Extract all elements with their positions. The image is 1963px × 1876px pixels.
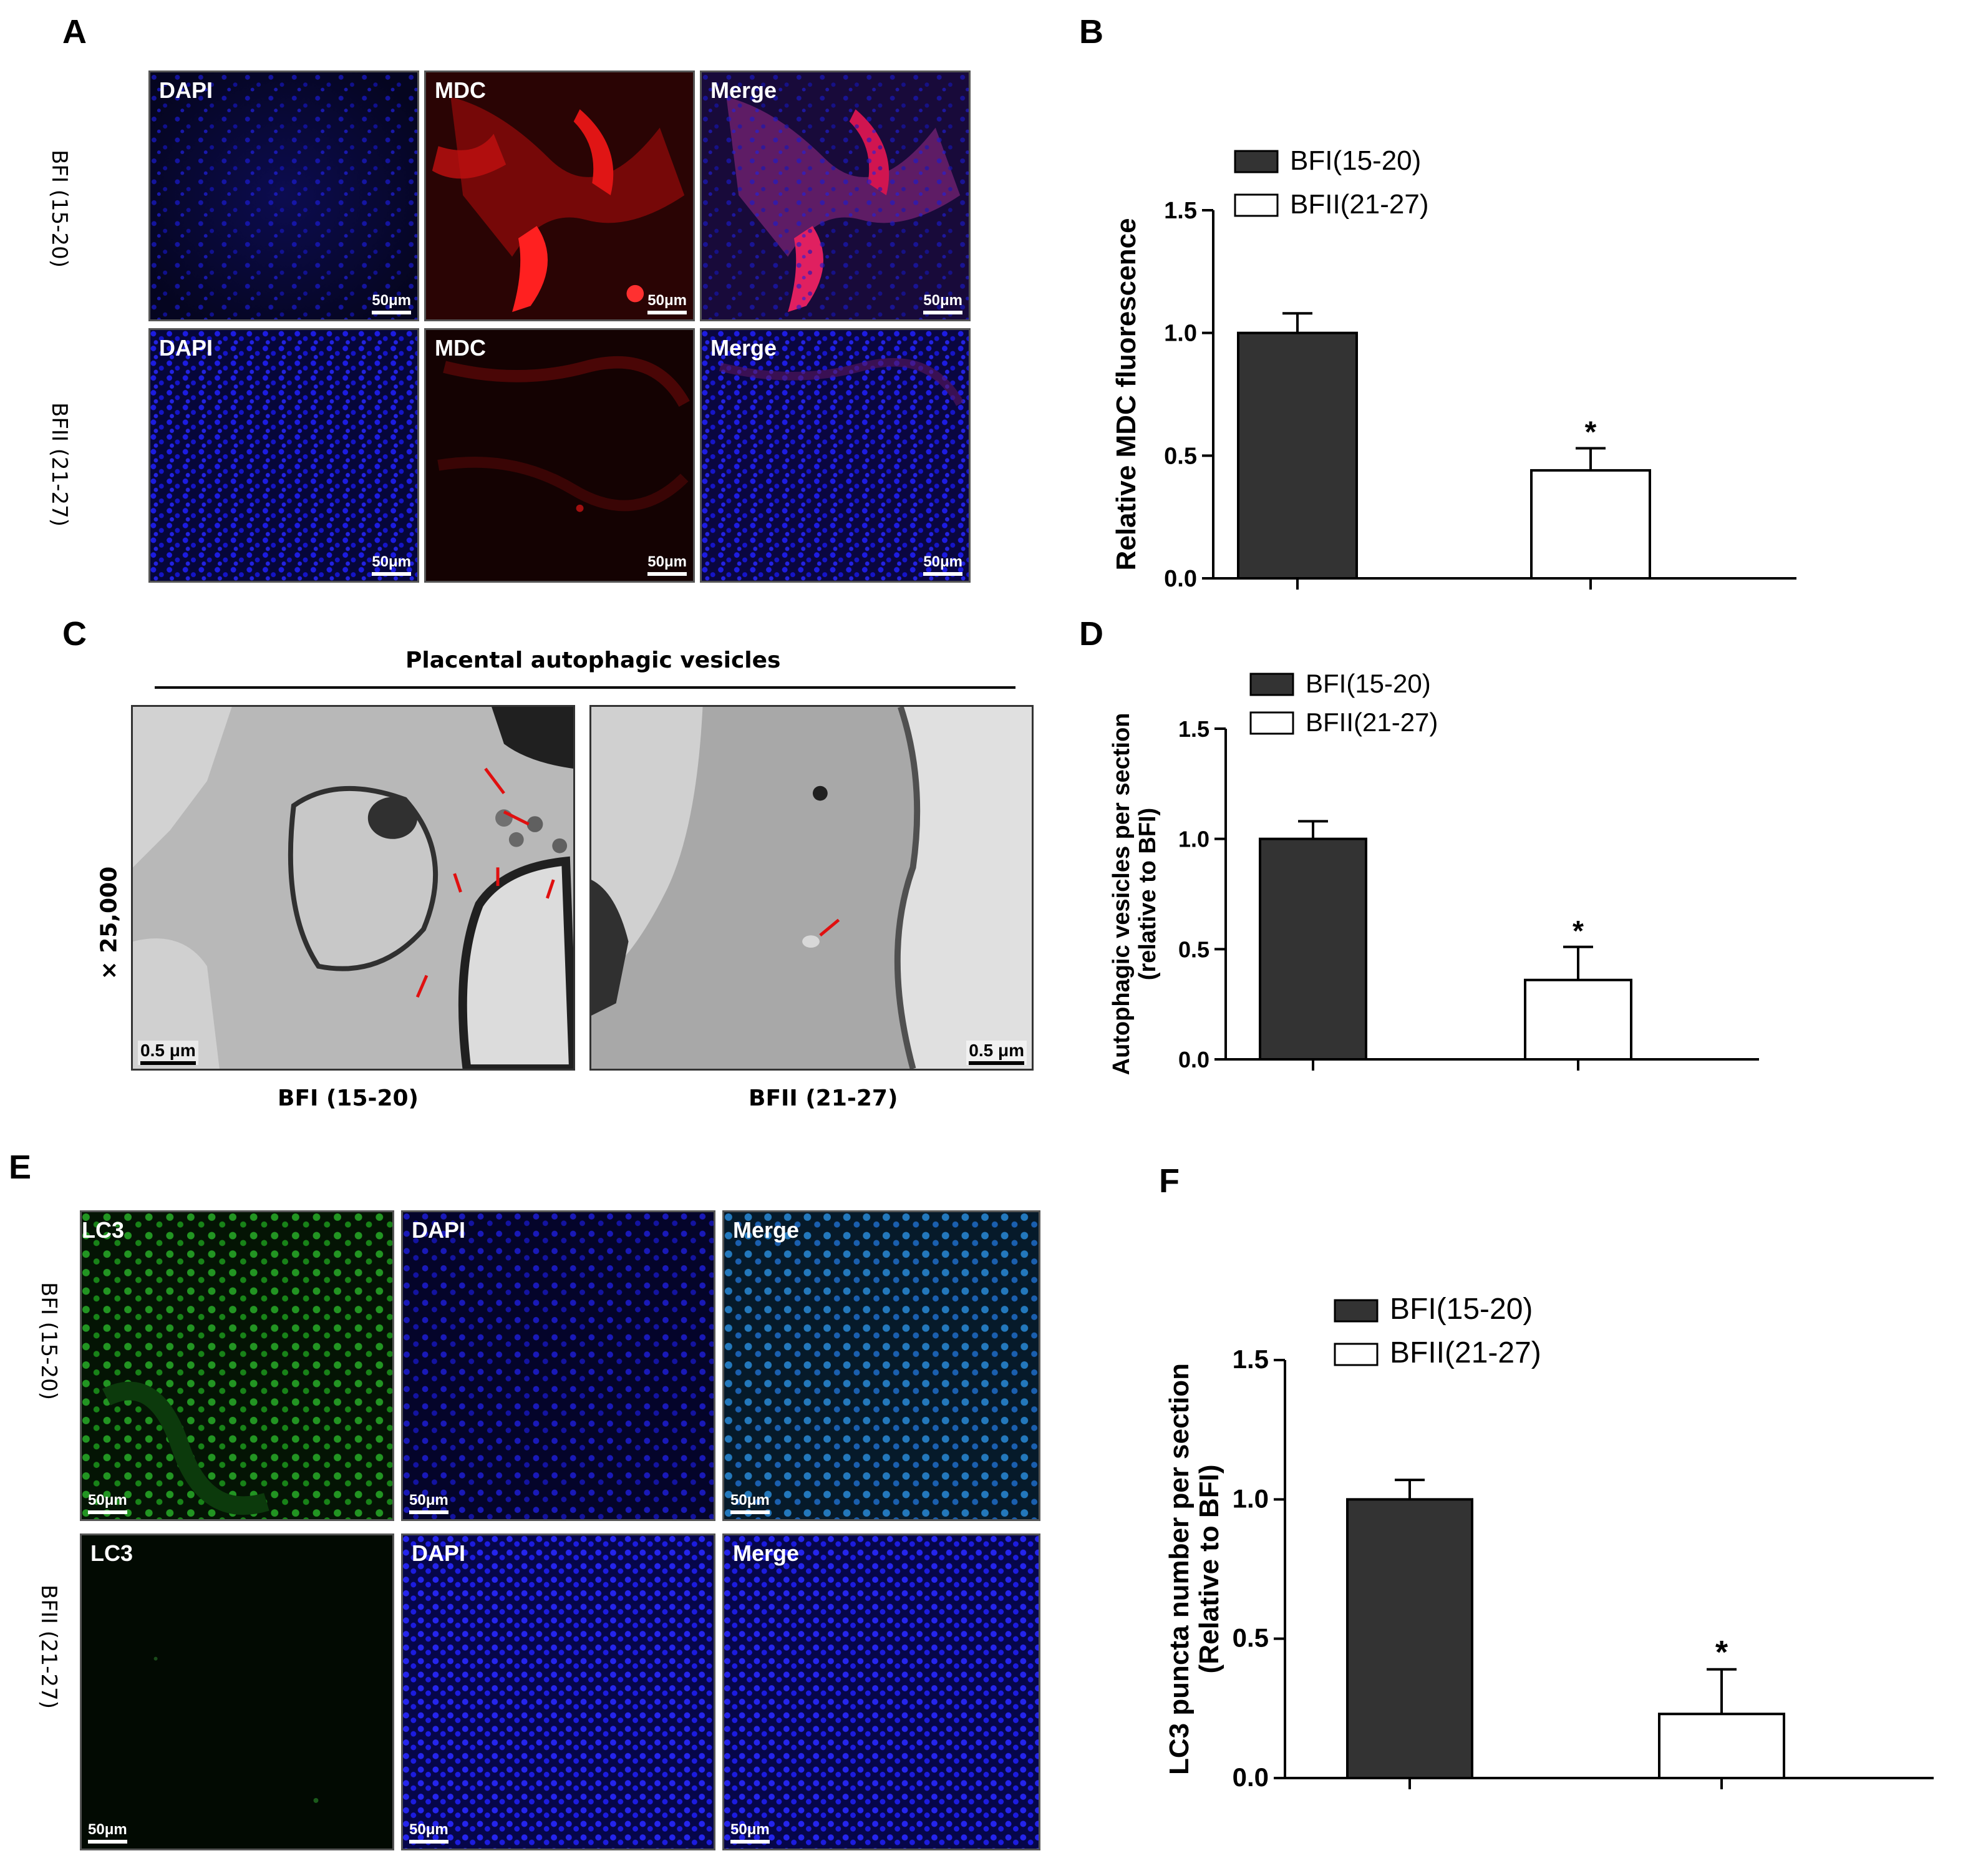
scale-bar: 50μm [730, 1821, 770, 1844]
micrograph-dapi-bfi: DAPI 50μm [148, 70, 419, 321]
scale-bar: 50μm [88, 1821, 127, 1844]
micrograph-dapi-bfi: DAPI 50μm [401, 1210, 715, 1521]
scale-bar: 50μm [923, 553, 962, 576]
y-axis-label-2: (relative to BFI) [1135, 808, 1161, 981]
caption-bfii: BFII (21-27) [749, 1086, 898, 1111]
legend-swatch [1334, 1343, 1379, 1366]
y-tick-label: 1.0 [1164, 321, 1197, 347]
panel-letter-f: F [1159, 1162, 1180, 1200]
bar [1237, 331, 1358, 580]
y-tick-label: 1.5 [1178, 716, 1209, 742]
scale-bar: 50μm [647, 553, 687, 576]
channel-label: LC3 [82, 1217, 125, 1243]
row-label-bfii: BFII (21-27) [36, 1585, 61, 1709]
y-tick-label: 0.5 [1164, 443, 1197, 469]
y-tick-label: 1.5 [1233, 1344, 1269, 1374]
y-axis-label: Relative MDC fluorescence [1111, 218, 1141, 571]
significance-marker: * [1715, 1635, 1728, 1671]
legend-label: BFI(15-20) [1290, 145, 1421, 176]
channel-label: DAPI [159, 77, 213, 103]
bar [1524, 978, 1632, 1061]
title-rule [155, 686, 1015, 689]
bar [1259, 837, 1367, 1061]
y-tick-label: 1.0 [1233, 1484, 1269, 1513]
micrograph-merge-bfi: Merge 50μm [722, 1210, 1040, 1521]
legend-label: BFII(21-27) [1390, 1336, 1541, 1369]
y-tick-label: 0.5 [1233, 1623, 1269, 1653]
y-axis-label: LC3 puncta number per section [1164, 1363, 1195, 1775]
micrograph-merge-bfii: Merge 50μm [700, 328, 971, 583]
legend-label: BFI(15-20) [1390, 1293, 1533, 1326]
y-tick-label: 0.0 [1233, 1762, 1269, 1792]
panel-c-title: Placental autophagic vesicles [405, 648, 781, 673]
legend-label: BFII(21-27) [1290, 189, 1429, 220]
micrograph-mdc-bfii: MDC 50μm [424, 328, 695, 583]
y-tick-label: 0.0 [1178, 1047, 1209, 1072]
micrograph-mdc-bfi: MDC 50μm [424, 70, 695, 321]
row-label-bfii: BFII (21-27) [47, 402, 72, 527]
scale-bar: 50μm [923, 292, 962, 314]
panel-letter-a: A [62, 13, 87, 51]
y-axis-label-2: (Relative to BFI) [1194, 1465, 1224, 1674]
micrograph-lc3-bfii: LC3 50μm [80, 1533, 394, 1850]
bar-chart-f: 0.0 0.5 1.0 1.5 LC3 puncta number per sectio… [1164, 1293, 1934, 1792]
scale-bar: 50μm [730, 1492, 770, 1514]
row-label-bfi: BFI (15-20) [36, 1282, 61, 1401]
panel-letter-b: B [1079, 13, 1103, 51]
legend-swatch [1249, 673, 1294, 696]
micrograph-merge-bfi: Merge 50μm [700, 70, 971, 321]
scale-bar: 50μm [409, 1821, 448, 1844]
y-tick-label: 1.5 [1164, 198, 1197, 224]
bar-chart-b: 0.0 0.5 1.0 1.5 Relative MDC fluorescence BFI… [1111, 145, 1796, 592]
micrograph-merge-bfii: Merge 50μm [722, 1533, 1040, 1850]
panel-letter-c: C [62, 615, 87, 653]
magnification-label: × 25,000 [96, 866, 122, 980]
channel-label: LC3 [90, 1540, 133, 1566]
channel-label: Merge [710, 335, 777, 361]
em-image-bfii: 0.5 μm [589, 705, 1034, 1071]
scale-bar: 50μm [372, 553, 411, 576]
bar [1658, 1713, 1785, 1779]
channel-label: Merge [710, 77, 777, 103]
micrograph-lc3-bfi: LC3 50μm [80, 1210, 394, 1521]
channel-label: Merge [733, 1540, 800, 1566]
scale-bar: 50μm [372, 292, 411, 314]
y-tick-label: 0.0 [1164, 566, 1197, 592]
channel-label: DAPI [159, 335, 213, 361]
scale-bar: 50μm [409, 1492, 448, 1514]
legend-swatch [1249, 711, 1294, 735]
em-image-bfi: 0.5 μm [131, 705, 575, 1071]
legend-swatch [1234, 150, 1279, 173]
panel-letter-e: E [9, 1149, 32, 1186]
row-label-bfi: BFI (15-20) [47, 150, 72, 268]
bar [1530, 469, 1651, 580]
legend-label: BFI(15-20) [1306, 669, 1431, 698]
caption-bfi: BFI (15-20) [278, 1086, 419, 1111]
y-tick-label: 1.0 [1178, 827, 1209, 852]
channel-label: DAPI [412, 1217, 466, 1243]
legend-swatch [1234, 193, 1279, 217]
legend-swatch [1334, 1299, 1379, 1323]
scale-bar: 50μm [647, 292, 687, 314]
significance-marker: * [1585, 416, 1597, 449]
micrograph-dapi-bfii: DAPI 50μm [401, 1533, 715, 1850]
bar [1346, 1498, 1473, 1779]
scale-bar: 50μm [88, 1492, 127, 1514]
channel-label: DAPI [412, 1540, 466, 1566]
y-tick-label: 0.5 [1178, 936, 1209, 962]
channel-label: Merge [733, 1217, 800, 1243]
significance-marker: * [1573, 915, 1584, 947]
y-axis-label: Autophagic vesicles per section [1108, 713, 1135, 1076]
legend-label: BFII(21-27) [1306, 707, 1438, 737]
micrograph-dapi-bfii: DAPI 50μm [148, 328, 419, 583]
channel-label: MDC [435, 77, 486, 103]
channel-label: MDC [435, 335, 486, 361]
bar-chart-d: 0.0 0.5 1.0 1.5 Autophagic vesicles per sect… [1108, 669, 1759, 1076]
scale-bar: 0.5 μm [138, 1041, 198, 1065]
scale-bar: 0.5 μm [966, 1041, 1027, 1065]
panel-letter-d: D [1079, 615, 1103, 653]
